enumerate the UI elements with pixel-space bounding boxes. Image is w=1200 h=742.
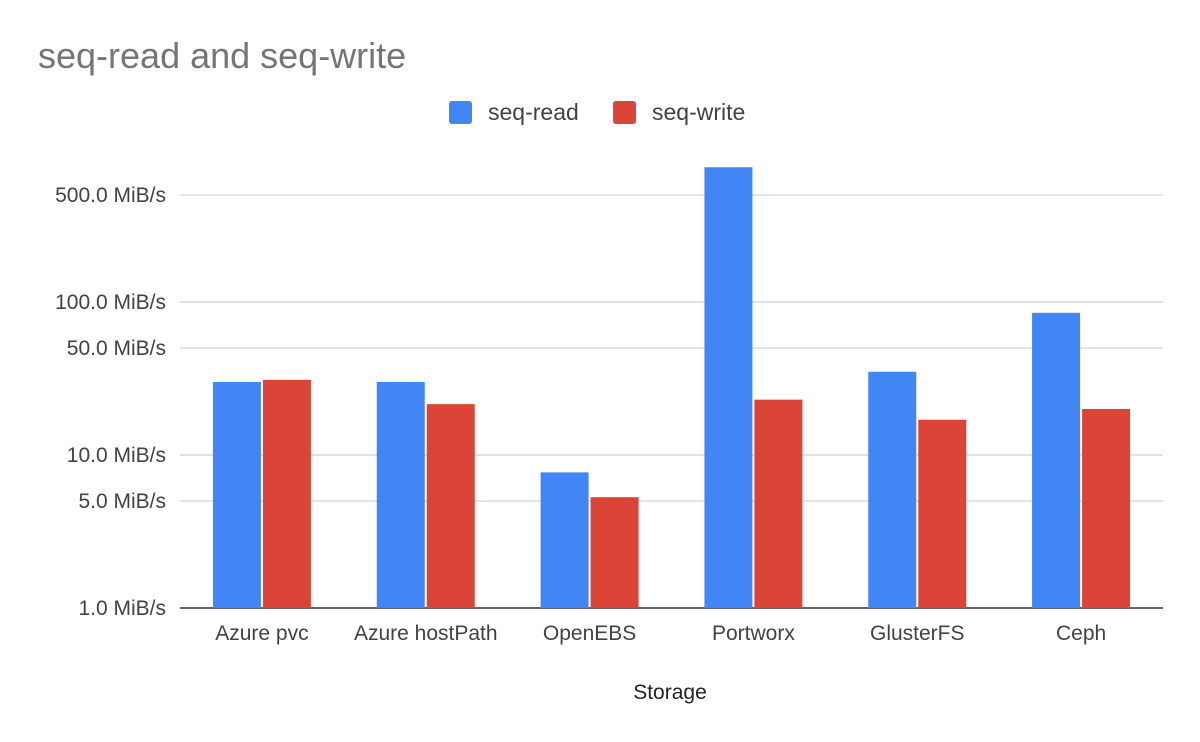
legend-swatch <box>449 101 472 124</box>
y-axis: 1.0 MiB/s 5.0 MiB/s 10.0 MiB/s 50.0 MiB/s 10… <box>55 184 166 620</box>
bar-seq-read <box>1032 312 1081 608</box>
gridlines <box>180 194 1163 609</box>
bar-seq-write <box>754 399 803 608</box>
x-tick-label: Portworx <box>712 622 795 645</box>
x-tick-label: GlusterFS <box>870 622 965 645</box>
bar-seq-read <box>868 371 917 608</box>
bars <box>212 167 1131 608</box>
chart-title: seq-read and seq-write <box>38 35 406 76</box>
legend-swatch <box>613 101 636 124</box>
legend: seq-read seq-write <box>449 99 745 125</box>
x-tick-label: Azure pvc <box>215 622 308 645</box>
y-tick-label: 1.0 MiB/s <box>78 597 166 620</box>
x-tick-label: Azure hostPath <box>354 622 498 645</box>
legend-label: seq-read <box>488 99 579 125</box>
x-tick-label: OpenEBS <box>543 622 636 645</box>
y-tick-label: 5.0 MiB/s <box>78 490 166 513</box>
legend-label: seq-write <box>652 99 745 125</box>
y-tick-label: 10.0 MiB/s <box>67 444 166 467</box>
x-axis: Azure pvc Azure hostPath OpenEBS Portworx Gl… <box>215 622 1106 645</box>
bar-seq-write <box>590 497 639 608</box>
y-tick-label: 100.0 MiB/s <box>55 291 166 314</box>
bar-seq-read <box>376 382 425 608</box>
bar-seq-write <box>1082 408 1131 608</box>
bar-seq-write <box>262 379 311 608</box>
bar-seq-read <box>212 382 261 608</box>
x-tick-label: Ceph <box>1056 622 1106 645</box>
bar-seq-read <box>540 472 589 608</box>
bar-seq-write <box>918 419 967 608</box>
x-axis-title: Storage <box>633 681 707 704</box>
bar-seq-write <box>426 404 475 608</box>
y-tick-label: 50.0 MiB/s <box>67 337 166 360</box>
y-tick-label: 500.0 MiB/s <box>55 184 166 207</box>
bar-seq-read <box>704 167 753 608</box>
